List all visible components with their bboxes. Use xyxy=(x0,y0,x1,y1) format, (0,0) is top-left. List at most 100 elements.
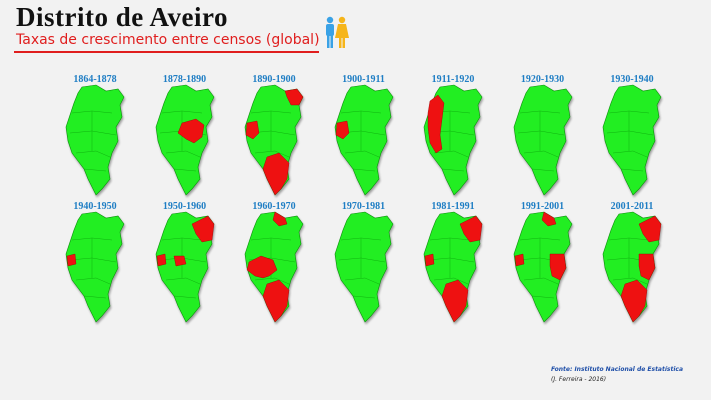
municipality-border xyxy=(254,277,290,285)
decline-area xyxy=(459,215,483,243)
municipality-border xyxy=(165,277,200,285)
municipality-border xyxy=(531,168,554,172)
municipality-border xyxy=(441,168,465,172)
period-label: 2001-2011 xyxy=(610,201,654,212)
period-label: 1900-1911 xyxy=(342,74,385,85)
decline-area xyxy=(173,255,186,267)
period-map-cell: 1981-1991 xyxy=(408,201,498,341)
growth-area xyxy=(334,211,393,323)
period-map-cell: 1900-1911 xyxy=(319,74,409,214)
decline-area xyxy=(638,215,662,243)
decline-area xyxy=(638,253,656,281)
period-label: 1970-1981 xyxy=(341,201,386,212)
municipality-border xyxy=(344,150,379,158)
decline-area xyxy=(245,120,260,140)
district-map xyxy=(334,84,393,196)
period-label: 1864-1878 xyxy=(73,74,117,85)
municipality-border xyxy=(173,295,196,299)
municipality-border xyxy=(165,150,200,158)
decline-area xyxy=(262,279,290,323)
district-map xyxy=(244,84,304,196)
district-map xyxy=(155,84,214,196)
district-map xyxy=(155,211,214,323)
municipality-border xyxy=(83,295,107,299)
district-map xyxy=(602,84,662,196)
decline-area xyxy=(177,118,204,144)
page-title: Distrito de Aveiro xyxy=(16,2,228,32)
municipality-border xyxy=(612,277,648,285)
author-note: (J. Ferreira - 2016) xyxy=(551,376,607,383)
period-map-cell: 1970-1981 xyxy=(319,201,409,341)
period-label: 1991-2001 xyxy=(520,201,565,212)
decline-area xyxy=(620,279,648,323)
growth-area xyxy=(513,84,572,196)
growth-area xyxy=(65,211,125,323)
decline-area xyxy=(262,152,290,196)
municipality-border xyxy=(173,168,196,172)
municipality-border xyxy=(83,168,107,172)
period-label: 1878-1890 xyxy=(162,74,207,85)
period-map-cell: 1878-1890 xyxy=(140,74,230,214)
page-subtitle: Taxas de crescimento entre censos (globa… xyxy=(16,32,320,48)
period-label: 1981-1991 xyxy=(431,201,475,212)
period-label: 1960-1970 xyxy=(252,201,296,212)
municipality-border xyxy=(612,150,648,158)
district-map xyxy=(334,211,393,323)
decline-area xyxy=(66,253,77,267)
municipality-border xyxy=(254,150,290,158)
municipality-border xyxy=(344,277,379,285)
district-map xyxy=(513,211,572,323)
decline-area xyxy=(427,94,445,154)
decline-area xyxy=(541,211,556,227)
municipality-border xyxy=(531,295,554,299)
decline-area xyxy=(191,215,214,243)
municipality-border xyxy=(620,168,644,172)
source-note: Fonte: Instituto Nacional de Estatística xyxy=(551,366,684,373)
decline-area xyxy=(424,253,435,267)
period-label: 1950-1960 xyxy=(162,201,207,212)
growth-area xyxy=(602,84,662,196)
period-map-cell: 1890-1900 xyxy=(229,74,319,214)
decline-area xyxy=(514,253,524,267)
period-map-cell: 2001-2011 xyxy=(587,201,677,341)
district-map xyxy=(423,84,483,196)
period-label: 1890-1900 xyxy=(252,74,296,85)
period-map-cell: 1930-1940 xyxy=(587,74,677,214)
district-map xyxy=(65,84,125,196)
municipality-border xyxy=(352,295,375,299)
period-map-cell: 1960-1970 xyxy=(229,201,319,341)
growth-area xyxy=(65,84,125,196)
municipality-border xyxy=(352,168,375,172)
decline-area xyxy=(156,253,166,267)
period-map-cell: 1991-2001 xyxy=(498,201,588,341)
period-map-cell: 1920-1930 xyxy=(498,74,588,214)
district-map xyxy=(513,84,572,196)
municipality-border xyxy=(75,277,111,285)
decline-area xyxy=(335,120,349,140)
decline-area xyxy=(284,88,304,106)
period-map-cell: 1911-1920 xyxy=(408,74,498,214)
decline-area xyxy=(246,255,278,279)
decline-area xyxy=(441,279,469,323)
period-label: 1920-1930 xyxy=(520,74,565,85)
district-map xyxy=(244,211,304,323)
period-label: 1930-1940 xyxy=(610,74,654,85)
subtitle-underline xyxy=(14,51,319,53)
municipality-border xyxy=(523,150,558,158)
period-map-cell: 1950-1960 xyxy=(140,201,230,341)
municipality-border xyxy=(433,277,469,285)
district-map xyxy=(423,211,483,323)
period-map-cell: 1864-1878 xyxy=(50,74,140,214)
period-label: 1940-1950 xyxy=(73,201,117,212)
growth-area xyxy=(334,84,393,196)
decline-area xyxy=(549,253,566,281)
municipality-border xyxy=(433,150,469,158)
municipality-border xyxy=(75,150,111,158)
period-map-cell: 1940-1950 xyxy=(50,201,140,341)
period-label: 1911-1920 xyxy=(431,74,475,85)
people-icon xyxy=(326,16,349,48)
district-map xyxy=(65,211,125,323)
decline-area xyxy=(272,211,288,227)
district-map xyxy=(602,211,662,323)
